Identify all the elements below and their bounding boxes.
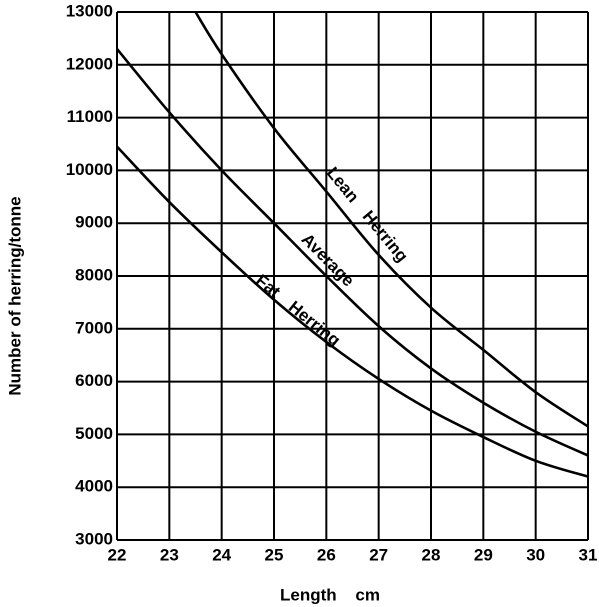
x-tick-label: 24	[212, 545, 231, 564]
curve	[194, 11, 589, 428]
x-tick-label: 29	[474, 545, 493, 564]
y-tick-label: 10000	[66, 160, 113, 179]
y-tick-label: 8000	[75, 265, 113, 284]
y-axis-label: Number of herring/tonne	[5, 196, 24, 395]
x-tick-label: 23	[160, 545, 179, 564]
y-tick-label: 3000	[75, 529, 113, 548]
x-tick-label: 26	[317, 545, 336, 564]
y-tick-label: 5000	[75, 424, 113, 443]
x-tick-label: 28	[422, 545, 441, 564]
y-tick-label: 6000	[75, 371, 113, 390]
curve-label: Fat Herring	[252, 271, 344, 350]
curve	[116, 145, 589, 478]
x-tick-label: 30	[526, 545, 545, 564]
y-tick-label: 7000	[75, 318, 113, 337]
y-tick-label: 11000	[67, 107, 113, 126]
x-tick-label: 25	[265, 545, 284, 564]
x-tick-label: 31	[579, 545, 598, 564]
y-tick-label: 13000	[66, 1, 113, 20]
y-tick-label: 4000	[75, 477, 113, 496]
x-axis-label: Length cm	[280, 585, 380, 604]
curve-label: Average	[298, 230, 358, 291]
x-tick-label: 27	[369, 545, 388, 564]
x-tick-label: 22	[108, 545, 127, 564]
y-tick-label: 9000	[75, 213, 113, 232]
curve	[115, 48, 589, 457]
y-tick-label: 12000	[66, 54, 113, 73]
curve-label: Lean Herring	[323, 163, 412, 265]
